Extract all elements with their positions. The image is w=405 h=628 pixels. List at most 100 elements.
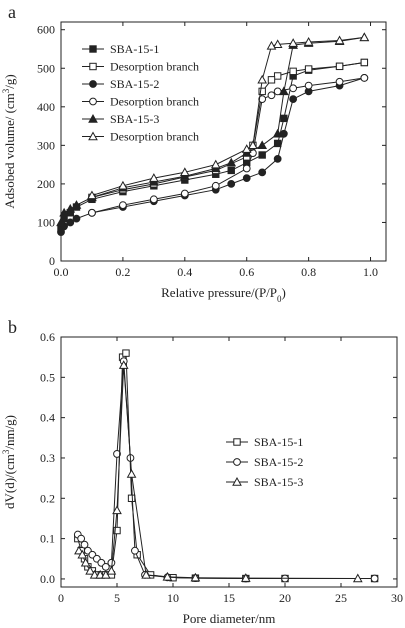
- data-point: [95, 569, 106, 579]
- series-line: [60, 62, 365, 229]
- data-point: [141, 569, 151, 579]
- data-point: [106, 565, 117, 575]
- data-point: [74, 545, 84, 555]
- data-point: [289, 95, 298, 103]
- data-point: [211, 181, 220, 190]
- x-axis-label: Pore diameter/nm: [183, 611, 276, 626]
- series-line: [78, 365, 358, 579]
- data-point: [289, 84, 298, 93]
- panel-label: a: [8, 2, 16, 22]
- data-point: [242, 164, 251, 173]
- x-tick-label: 0: [58, 591, 64, 605]
- legend-marker: [89, 80, 97, 88]
- y-tick-label: 0.6: [40, 330, 55, 344]
- x-tick-label: 20: [279, 591, 291, 605]
- data-point: [303, 37, 314, 46]
- data-point: [126, 469, 137, 478]
- panel-label: b: [8, 317, 17, 337]
- x-axis-label-sub: 0: [277, 294, 282, 304]
- data-point: [242, 174, 251, 183]
- data-point: [241, 144, 252, 153]
- legend-entry: Desorption branch: [110, 130, 199, 144]
- y-tick-label: 0: [49, 254, 55, 268]
- legend: SBA-15-1 SBA-15-2 SBA-15-3: [226, 435, 303, 489]
- data-point: [72, 214, 81, 223]
- data-point: [71, 200, 82, 209]
- y-axis-label-sup: 3: [1, 88, 11, 93]
- chart-panel-a: a 0.0 0.2 0.4 0.6 0.8 1.0 0 100 200 300 400 500 600 Re…: [1, 2, 387, 304]
- legend-marker: [89, 62, 97, 71]
- data-point: [80, 540, 89, 549]
- x-axis-label-end: ): [282, 285, 286, 300]
- data-point: [113, 450, 121, 458]
- legend-entry: Desorption branch: [110, 95, 199, 109]
- data-point: [335, 62, 344, 71]
- x-tick-label: 0.6: [239, 265, 254, 279]
- y-tick-label: 0.1: [40, 532, 55, 546]
- legend-marker: [88, 113, 98, 123]
- data-point: [122, 349, 130, 357]
- x-axis-label: Relative pressure/(P/P0): [161, 285, 286, 304]
- data-point: [280, 114, 288, 123]
- data-point: [226, 157, 237, 167]
- x-tick-label: 10: [167, 591, 179, 605]
- data-point: [334, 35, 345, 45]
- x-tick-label: 5: [114, 591, 120, 605]
- data-point: [149, 195, 158, 204]
- series-3: [74, 360, 363, 583]
- data-point: [118, 180, 128, 190]
- data-point: [360, 58, 369, 67]
- y-axis-label-sup: 3: [1, 449, 11, 454]
- x-tick-label: 0.2: [115, 265, 130, 279]
- data-point: [119, 201, 127, 210]
- y-tick-label: 600: [37, 23, 55, 37]
- data-point: [88, 208, 96, 217]
- legend-entry: Desorption branch: [110, 60, 199, 74]
- series-1: [57, 58, 369, 232]
- legend-marker: [89, 45, 97, 53]
- data-point: [304, 65, 313, 73]
- data-point: [57, 228, 65, 236]
- y-tick-label: 100: [37, 215, 55, 229]
- data-point: [267, 76, 276, 84]
- data-point: [370, 574, 379, 583]
- data-point: [131, 546, 139, 555]
- series-3: [57, 73, 369, 236]
- data-point: [240, 573, 251, 582]
- data-point: [77, 549, 88, 559]
- y-tick-label: 200: [37, 177, 55, 191]
- series-line: [60, 36, 365, 223]
- data-point: [113, 526, 121, 535]
- plot-frame: [60, 21, 387, 262]
- y-tick-label: 500: [37, 61, 55, 75]
- data-point: [89, 569, 100, 579]
- legend: SBA-15-1 Desorption branch SBA-15-2 Desorpt…: [82, 42, 199, 144]
- series-2: [73, 357, 379, 583]
- data-point: [360, 73, 369, 82]
- data-point: [66, 218, 75, 227]
- y-axis-label-end: /g): [2, 74, 17, 88]
- y-tick-label: 400: [37, 100, 55, 114]
- data-point: [112, 505, 122, 515]
- data-point: [359, 32, 370, 42]
- data-point: [335, 77, 344, 86]
- data-point: [258, 151, 266, 159]
- data-point: [56, 217, 66, 227]
- legend-entry: SBA-15-2: [254, 455, 303, 469]
- y-axis-label: dV(d)/(cm3/nm/g): [1, 415, 17, 509]
- x-tick-label: 0.8: [301, 265, 316, 279]
- data-point: [77, 534, 86, 543]
- legend-marker: [233, 458, 241, 466]
- data-point: [273, 139, 282, 148]
- data-point: [272, 39, 283, 49]
- data-point: [227, 166, 235, 175]
- data-point: [87, 190, 97, 200]
- series-1: [74, 349, 379, 583]
- x-tick-label: 30: [391, 591, 403, 605]
- data-point: [85, 565, 95, 575]
- y-tick-label: 0.4: [40, 411, 55, 425]
- legend-marker: [233, 438, 241, 446]
- y-tick-label: 0.2: [40, 491, 55, 505]
- data-point: [162, 571, 173, 581]
- data-point: [227, 180, 236, 188]
